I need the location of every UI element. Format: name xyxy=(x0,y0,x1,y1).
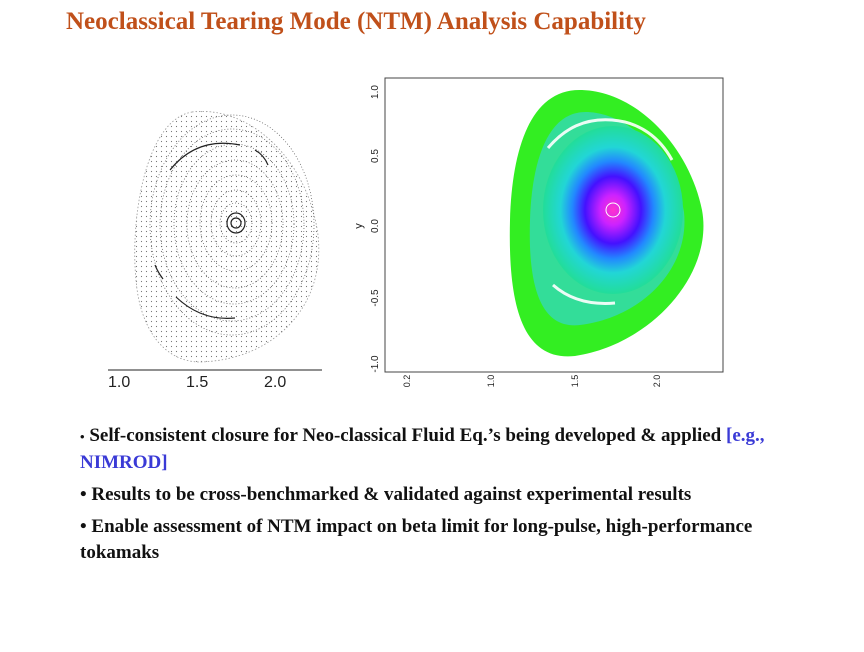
bullet-item: • Enable assessment of NTM impact on bet… xyxy=(80,514,780,566)
right-y-axis: 1.0 0.5 0.0 -0.5 -1.0 y xyxy=(353,85,381,373)
slide-title: Neoclassical Tearing Mode (NTM) Analysis… xyxy=(66,8,646,35)
right-y-label: y xyxy=(353,223,365,229)
bullet-dot: • xyxy=(80,429,85,444)
bullet-reference: [e.g., NIMROD] xyxy=(80,425,765,473)
right-y-tick: -0.5 xyxy=(370,289,381,307)
right-x-tick: 1.0 xyxy=(486,375,496,388)
left-x-axis: 1.0 1.5 2.0 xyxy=(108,369,322,391)
poincare-plot xyxy=(134,111,320,363)
left-x-tick: 1.5 xyxy=(186,374,208,391)
right-x-tick: 2.0 xyxy=(652,375,662,388)
right-y-tick: 0.5 xyxy=(370,149,381,163)
right-x-tick: 0.2 xyxy=(402,375,412,388)
bullet-text: Enable assessment of NTM impact on beta … xyxy=(80,516,753,563)
right-y-tick: 1.0 xyxy=(370,85,381,99)
bullet-item: • Results to be cross-benchmarked & vali… xyxy=(80,482,780,508)
right-y-tick: -1.0 xyxy=(370,355,381,373)
bullet-dot: • xyxy=(80,484,87,505)
right-y-tick: 0.0 xyxy=(370,219,381,233)
contour-plot xyxy=(384,77,724,373)
left-x-tick: 1.0 xyxy=(108,374,130,391)
bullet-item: • Self-consistent closure for Neo-classi… xyxy=(80,423,780,476)
bullet-dot: • xyxy=(80,516,87,537)
right-x-tick: 1.5 xyxy=(570,375,580,388)
right-x-axis: 0.2 1.0 1.5 2.0 xyxy=(402,375,662,388)
bullet-text: Results to be cross-benchmarked & valida… xyxy=(91,484,692,505)
left-x-tick: 2.0 xyxy=(264,374,286,391)
bullet-list: • Self-consistent closure for Neo-classi… xyxy=(80,423,780,572)
bullet-text: Self-consistent closure for Neo-classica… xyxy=(89,425,726,446)
